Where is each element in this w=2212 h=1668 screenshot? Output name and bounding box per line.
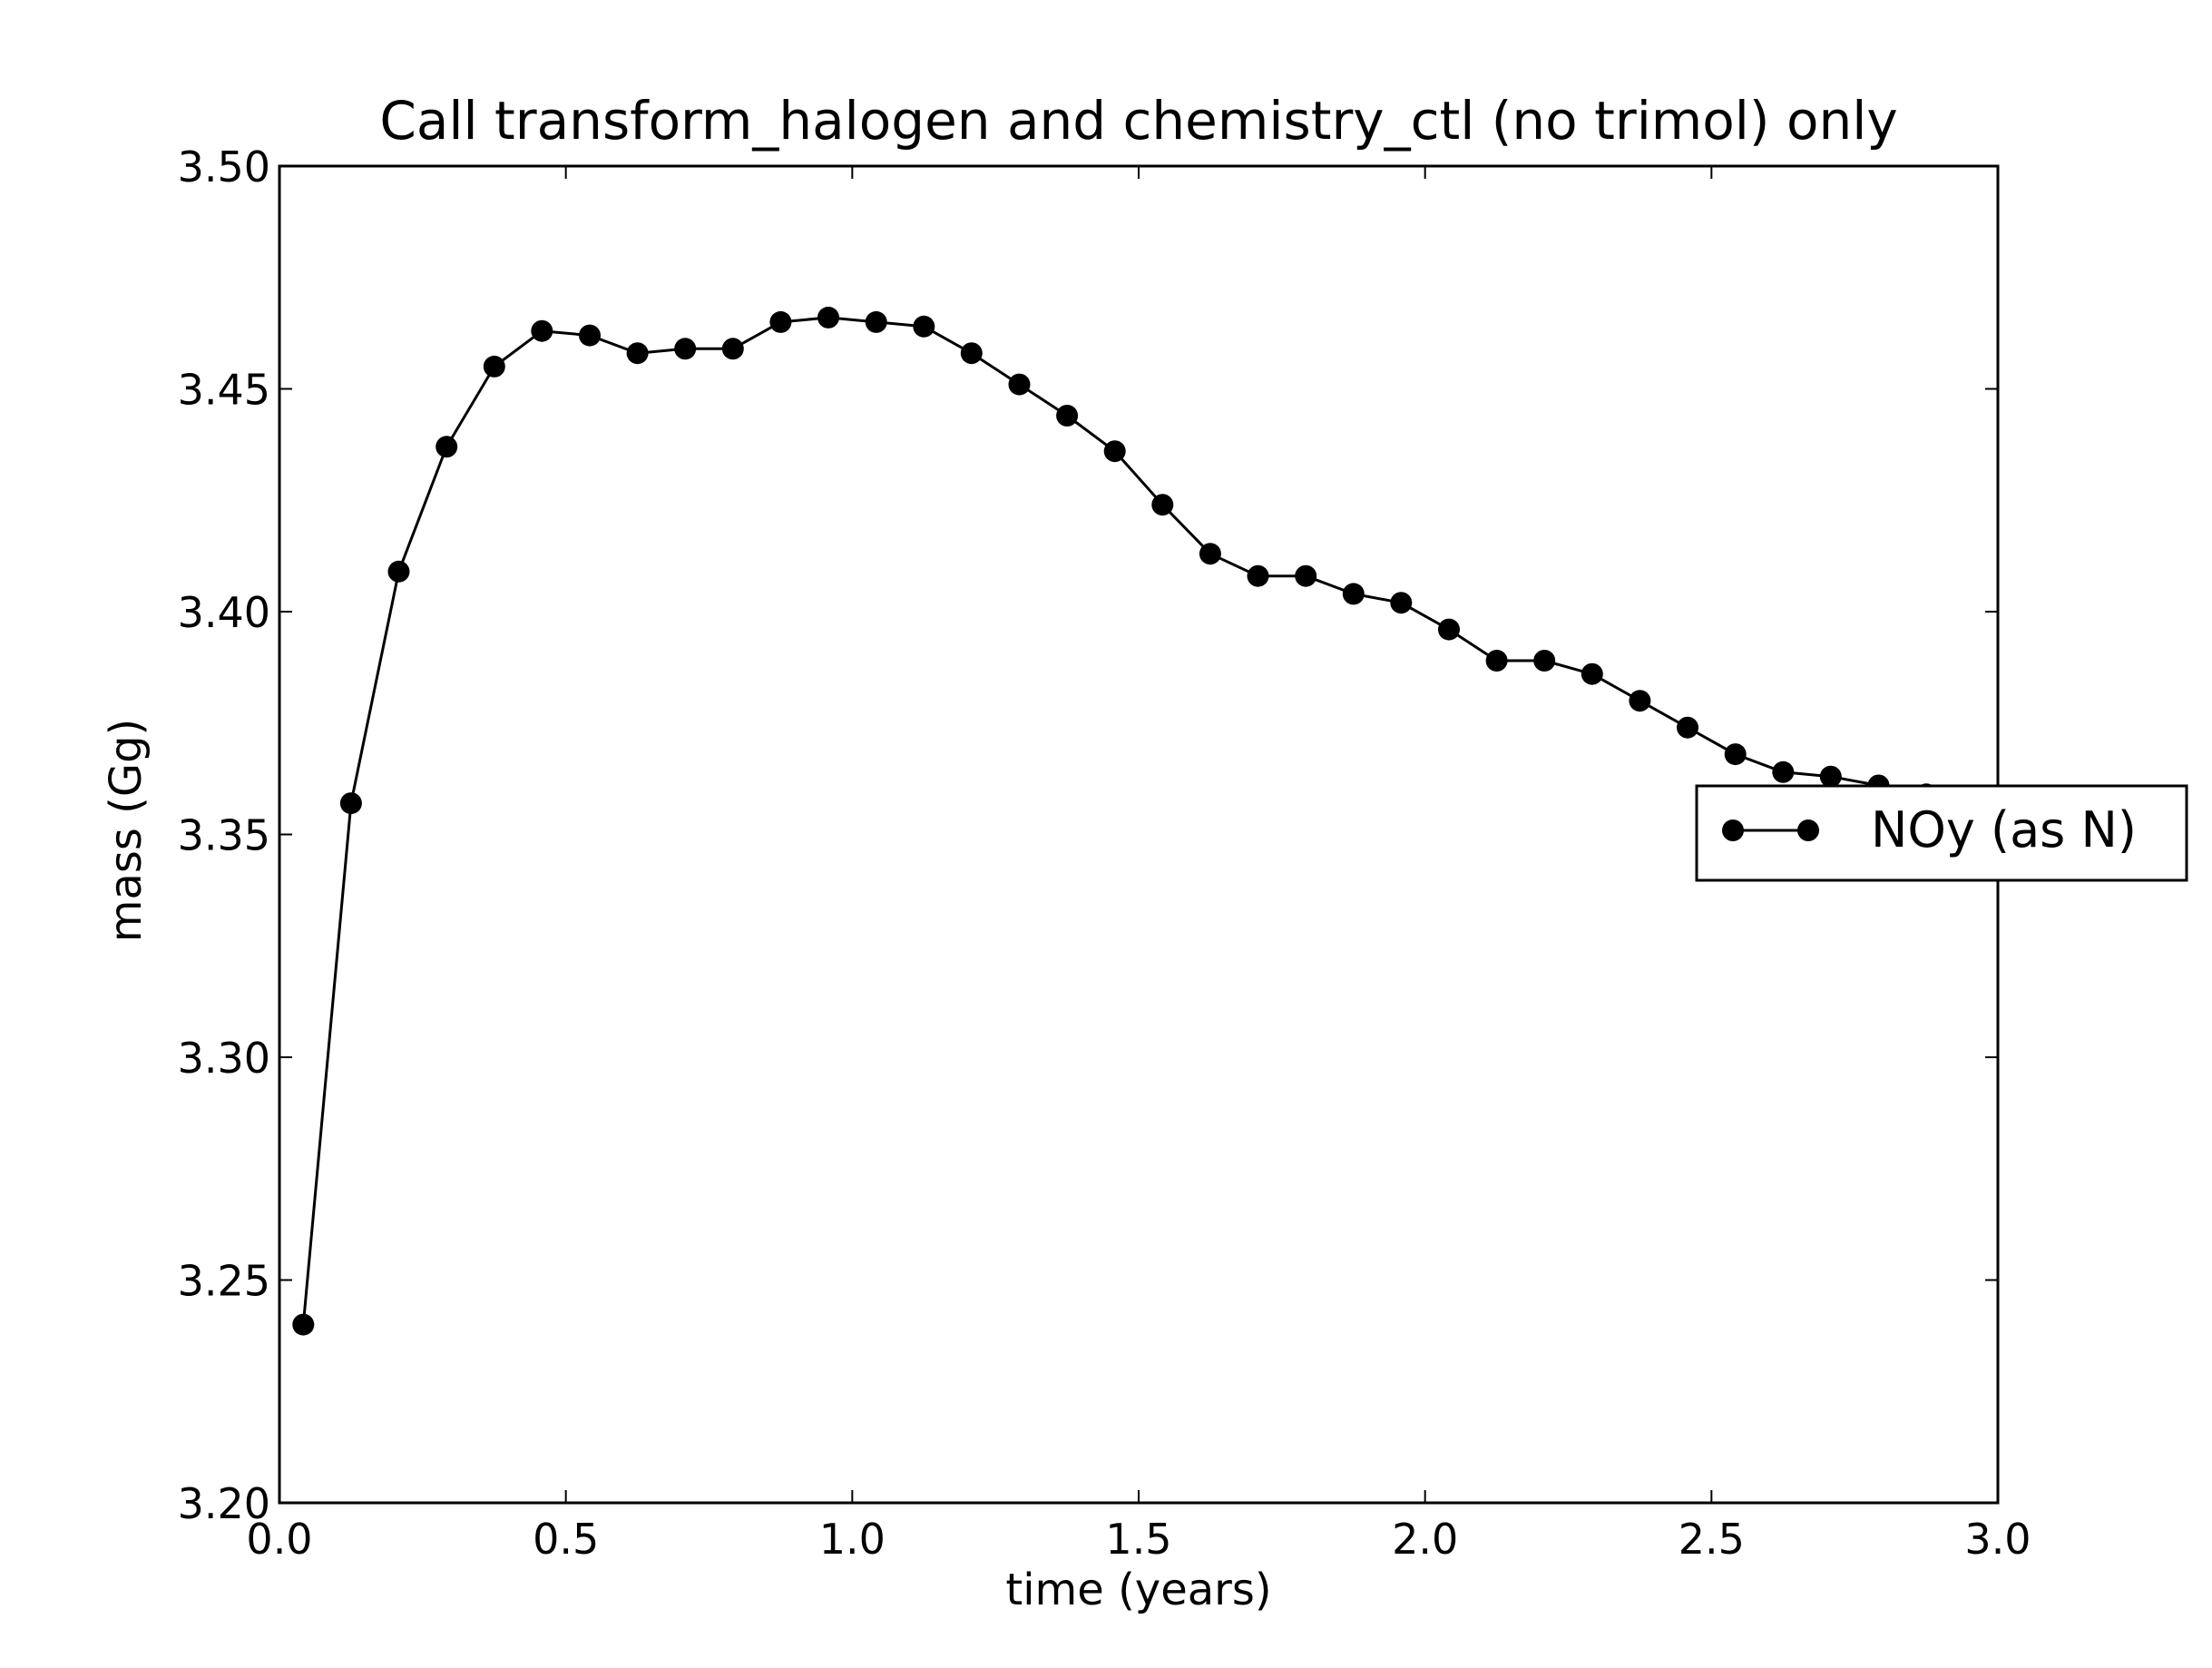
y-axis-label: mass (Gg) xyxy=(101,719,152,943)
data-point xyxy=(1724,743,1747,766)
data-point xyxy=(1772,760,1795,783)
chart-title: Call transform_halogen and chemistry_ctl… xyxy=(379,90,1897,152)
data-point xyxy=(436,436,458,458)
x-tick-label: 0.5 xyxy=(533,1515,599,1564)
x-tick-label: 1.0 xyxy=(819,1515,886,1564)
data-point xyxy=(1485,650,1508,672)
y-tick-label: 3.30 xyxy=(178,1034,270,1083)
data-point xyxy=(1151,494,1174,516)
data-point xyxy=(292,1313,315,1336)
data-point xyxy=(1819,765,1842,788)
data-point xyxy=(1438,618,1460,641)
y-tick-label: 3.45 xyxy=(178,366,270,415)
x-tick-label: 0.0 xyxy=(246,1515,312,1564)
data-point xyxy=(1581,662,1603,685)
data-point xyxy=(817,306,839,329)
data-point xyxy=(1103,440,1126,463)
data-point xyxy=(1056,405,1079,427)
data-point xyxy=(1533,650,1556,672)
data-point xyxy=(1247,564,1269,587)
x-tick-label: 2.0 xyxy=(1392,1515,1458,1564)
data-point xyxy=(579,324,601,347)
data-point xyxy=(960,342,983,365)
y-tick-label: 3.35 xyxy=(178,811,270,860)
x-axis-label: time (years) xyxy=(1005,1565,1271,1615)
legend-marker xyxy=(1722,819,1744,841)
data-point xyxy=(626,342,649,365)
legend-marker xyxy=(1797,819,1819,841)
data-point xyxy=(339,792,362,815)
data-point xyxy=(1677,716,1698,739)
data-point xyxy=(674,338,697,360)
data-point xyxy=(483,355,505,378)
y-tick-label: 3.25 xyxy=(178,1257,270,1306)
data-point xyxy=(721,338,744,360)
data-point xyxy=(1390,592,1413,614)
data-point xyxy=(387,560,410,583)
data-point xyxy=(913,315,935,338)
data-point xyxy=(1342,583,1365,605)
data-point xyxy=(1629,690,1651,712)
data-point xyxy=(531,319,553,342)
x-tick-label: 2.5 xyxy=(1679,1515,1745,1564)
data-point xyxy=(865,310,887,333)
legend-box xyxy=(1695,784,2188,882)
data-point xyxy=(1199,543,1221,565)
data-point xyxy=(1295,564,1317,587)
y-tick-label: 3.40 xyxy=(178,588,270,637)
data-point xyxy=(1008,373,1031,396)
y-tick-label: 3.20 xyxy=(178,1479,270,1528)
plot-area: 0.0 0.5 1.0 1.5 2.0 2.5 3.0 3.20 3.25 3.30 3.35 3.4… xyxy=(178,142,2031,1564)
y-tick-label: 3.50 xyxy=(178,142,270,191)
legend: NOy (as N) xyxy=(1695,784,2188,882)
x-tick-label: 3.0 xyxy=(1964,1515,2031,1564)
data-point xyxy=(769,310,792,333)
x-tick-label: 1.5 xyxy=(1105,1515,1171,1564)
legend-label: NOy (as N) xyxy=(1871,801,2137,859)
